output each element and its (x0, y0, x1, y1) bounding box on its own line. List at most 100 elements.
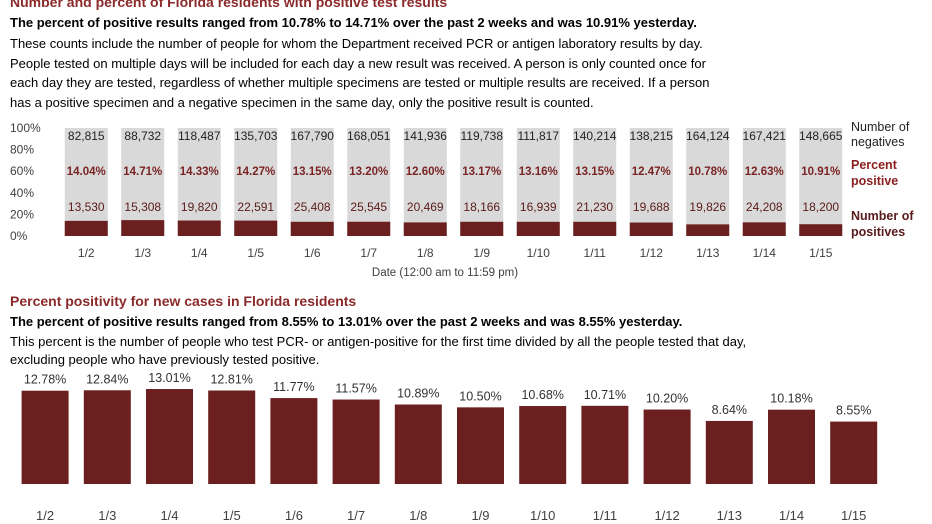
percent-positive-label: 13.16% (519, 166, 558, 178)
positives-bar (686, 224, 730, 236)
percent-positive-label: 13.15% (293, 166, 332, 178)
legend-negatives-line2: negatives (851, 135, 905, 149)
percent-bar (581, 405, 629, 484)
percent-positive-label: 10.78% (688, 166, 727, 178)
description-line: People tested on multiple days will be i… (10, 55, 706, 71)
percent-positive-label: 14.71% (123, 166, 162, 178)
legend-negatives-line1: Number of (851, 120, 910, 134)
x-tick-label: 1/9 (471, 508, 489, 523)
positives-label: 25,545 (350, 200, 387, 214)
negatives-bar (573, 128, 617, 236)
positives-bar (121, 220, 165, 236)
percent-bar (208, 390, 256, 484)
percent-positive-label: 14.27% (236, 166, 275, 178)
percent-bar (705, 420, 753, 484)
percent-bar (146, 389, 193, 484)
y-tick-label: 0% (10, 229, 28, 243)
x-tick-label: 1/8 (409, 508, 427, 523)
bar-value-label: 10.68% (521, 388, 563, 402)
negatives-bar (121, 128, 165, 236)
chart-1-description: These counts include the number of peopl… (10, 34, 810, 112)
y-tick-label: 80% (10, 143, 34, 157)
chart-2-title: Percent positivity for new cases in Flor… (10, 293, 357, 309)
x-tick-label: 1/14 (753, 246, 777, 260)
legend-positives-line2: positives (851, 225, 905, 239)
description-line: has a positive specimen and a negative s… (10, 94, 594, 110)
positives-bar (799, 224, 843, 236)
positives-bar (290, 221, 334, 236)
negatives-label: 140,214 (573, 129, 617, 143)
positives-bar (64, 220, 108, 236)
description-line: These counts include the number of peopl… (10, 36, 703, 51)
bar-value-label: 8.55% (836, 404, 871, 418)
positives-bar (460, 221, 504, 236)
percent-bar (768, 409, 815, 484)
positives-label: 15,308 (124, 200, 161, 214)
x-tick-label: 1/8 (417, 246, 434, 260)
percent-bar (643, 409, 691, 484)
negatives-label: 148,665 (799, 129, 843, 143)
positives-label: 20,469 (407, 200, 444, 214)
x-tick-label: 1/3 (134, 246, 151, 260)
percent-bar (21, 390, 69, 484)
x-tick-label: 1/15 (809, 246, 833, 260)
x-tick-label: 1/14 (779, 508, 804, 523)
bar-value-label: 8.64% (712, 403, 747, 417)
negatives-bar (516, 128, 560, 236)
y-tick-label: 20% (10, 207, 34, 221)
x-tick-label: 1/11 (584, 246, 607, 260)
negatives-bar (686, 128, 730, 236)
percent-bar (830, 421, 878, 484)
negatives-label: 118,487 (178, 129, 221, 143)
positives-label: 21,230 (576, 200, 613, 214)
positives-label: 19,826 (689, 200, 726, 214)
negatives-label: 88,732 (124, 129, 161, 143)
y-tick-label: 60% (10, 164, 34, 178)
negatives-bar (177, 128, 221, 236)
negatives-label: 167,790 (291, 129, 335, 143)
x-tick-label: 1/9 (473, 246, 490, 260)
percent-bar (394, 404, 442, 484)
x-tick-label: 1/2 (36, 508, 54, 523)
negatives-label: 167,421 (743, 129, 787, 143)
bar-value-label: 11.77% (273, 380, 314, 394)
x-tick-label: 1/12 (654, 508, 679, 523)
x-tick-label: 1/6 (304, 246, 321, 260)
positives-label: 24,208 (746, 200, 783, 214)
negatives-label: 111,817 (517, 129, 559, 143)
x-tick-label: 1/10 (527, 246, 551, 260)
negatives-label: 82,815 (68, 129, 105, 143)
negatives-label: 141,936 (404, 129, 448, 143)
positives-label: 25,408 (294, 200, 331, 214)
x-tick-label: 1/4 (160, 508, 178, 523)
negatives-label: 164,124 (686, 129, 730, 143)
legend-percent-line2: positive (851, 174, 898, 188)
chart-2-subtitle: The percent of positive results ranged f… (10, 314, 683, 329)
x-tick-label: 1/7 (347, 508, 365, 523)
x-tick-label: 1/7 (360, 246, 377, 260)
percent-positive-label: 14.33% (180, 166, 219, 178)
positives-label: 19,820 (181, 200, 218, 214)
positives-label: 18,166 (463, 200, 500, 214)
negatives-bar (460, 128, 504, 236)
x-tick-label: 1/4 (191, 246, 208, 260)
x-tick-label: 1/13 (696, 246, 720, 260)
percent-positive-label: 13.20% (349, 166, 388, 178)
negatives-label: 168,051 (347, 129, 391, 143)
x-tick-label: 1/15 (841, 508, 866, 523)
positives-label: 22,591 (237, 200, 274, 214)
chart-1-title: Number and percent of Florida residents … (10, 0, 448, 10)
positives-bar (516, 221, 560, 236)
x-tick-label: 1/5 (247, 246, 264, 260)
description-line: each day they are tested, regardless of … (10, 75, 710, 90)
x-tick-label: 1/13 (717, 508, 742, 523)
negatives-label: 119,738 (461, 129, 504, 143)
chart-2-description: This percent is the number of people who… (10, 333, 746, 369)
x-tick-label: 1/3 (98, 508, 116, 523)
y-tick-label: 100% (10, 121, 41, 135)
bar-value-label: 12.78% (24, 373, 66, 387)
positives-bar (742, 222, 786, 236)
x-tick-label: 1/12 (640, 246, 664, 260)
negatives-bar (64, 128, 108, 236)
negatives-label: 135,703 (234, 129, 278, 143)
